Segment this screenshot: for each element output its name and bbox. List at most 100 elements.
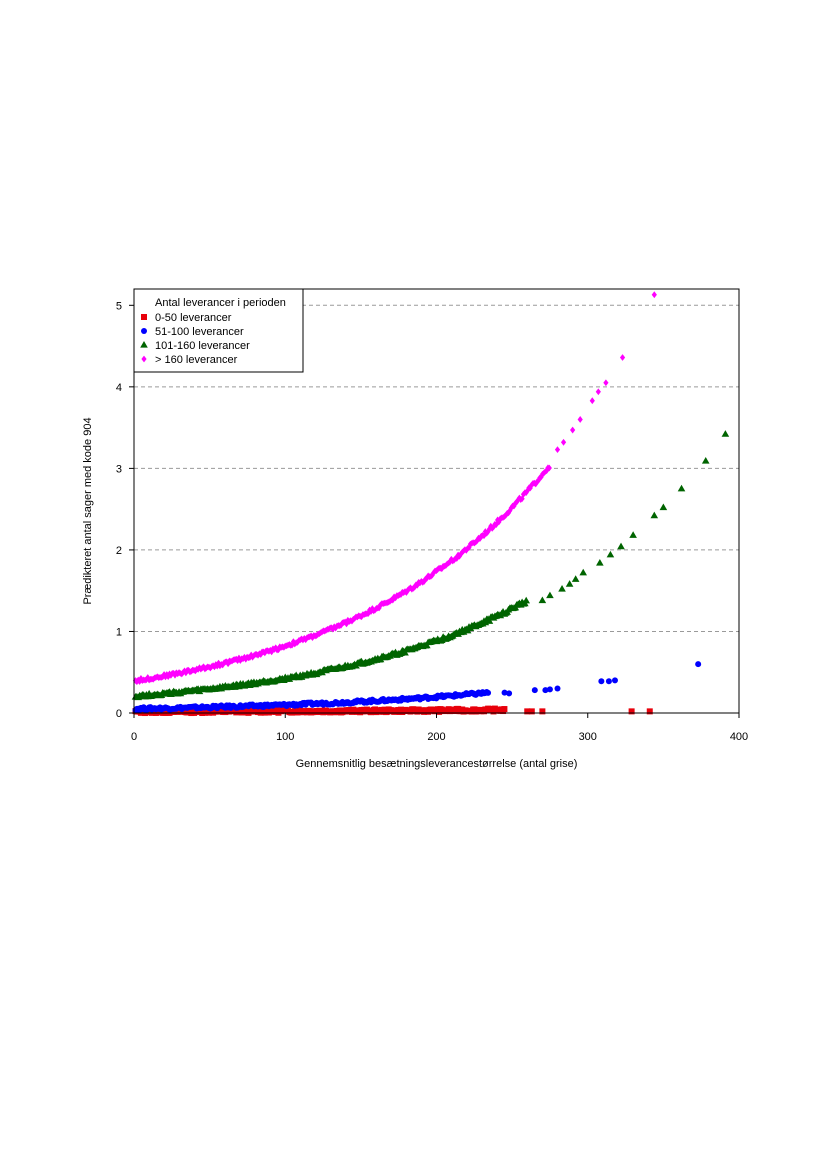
data-point (558, 585, 566, 592)
data-point (595, 388, 601, 396)
data-point (421, 578, 427, 585)
data-point (544, 467, 550, 475)
y-tick-label: 5 (116, 300, 122, 312)
legend-marker (140, 341, 148, 348)
x-tick-label: 100 (276, 731, 294, 743)
series-2 (132, 661, 702, 714)
data-point (577, 416, 583, 423)
data-point (262, 649, 268, 657)
data-point (342, 618, 348, 626)
legend-title: Antal leverancer i perioden (155, 297, 286, 309)
data-point (454, 555, 460, 562)
y-tick-label: 0 (116, 708, 122, 720)
data-point (677, 484, 686, 492)
y-tick-label: 2 (116, 545, 122, 557)
data-point (539, 708, 546, 715)
data-point (474, 537, 480, 544)
data-point (538, 596, 547, 604)
data-point (506, 690, 513, 697)
data-point (560, 438, 567, 446)
data-point (333, 624, 339, 632)
y-tick-label: 4 (116, 382, 122, 394)
data-point (546, 464, 552, 472)
data-point (508, 504, 514, 512)
x-axis: 0 100 200 300 400 (131, 713, 748, 743)
data-point (650, 511, 659, 519)
data-point (565, 580, 574, 587)
data-point (524, 708, 531, 715)
data-point (527, 484, 533, 492)
data-point (398, 591, 404, 598)
legend: Antal leverancer i perioden 0-50 leveran… (133, 288, 304, 373)
data-point (522, 596, 530, 604)
legend-item: 101-160 leverancer (140, 340, 250, 352)
x-tick-label: 200 (427, 731, 445, 743)
data-point (528, 708, 535, 715)
x-tick-label: 400 (730, 731, 748, 743)
legend-item: 0-50 leverancer (141, 312, 232, 324)
data-point (485, 689, 492, 696)
data-point (721, 430, 730, 437)
x-axis-label: Gennemsnitlig besætningsleverancestørrel… (296, 758, 578, 770)
data-point (308, 632, 314, 640)
series-4 (132, 291, 657, 686)
y-axis-label: Prædikteret antal sager med kode 904 (82, 417, 94, 604)
y-tick-label: 3 (116, 463, 122, 475)
data-point (309, 634, 316, 642)
legend-box (133, 288, 304, 373)
data-point (589, 397, 595, 405)
data-point (617, 542, 625, 550)
data-point (619, 354, 626, 361)
data-point (538, 473, 544, 481)
data-point (524, 487, 531, 494)
data-point (294, 638, 301, 646)
legend-marker (141, 355, 147, 363)
data-point (659, 503, 668, 511)
data-point (570, 426, 576, 434)
data-point (571, 575, 580, 582)
data-point (546, 591, 554, 599)
data-point (611, 677, 618, 684)
data-point (343, 620, 350, 628)
data-point (485, 617, 494, 624)
data-point (519, 495, 525, 503)
data-point (488, 522, 494, 530)
legend-item: > 160 leverancer (141, 354, 238, 366)
data-point (330, 625, 336, 633)
data-point (605, 678, 612, 685)
data-point (466, 544, 472, 552)
y-tick-label: 1 (116, 626, 122, 638)
data-point (523, 489, 529, 496)
data-point (554, 685, 561, 692)
data-point (651, 291, 657, 299)
data-point (596, 558, 604, 566)
data-point (514, 498, 520, 506)
x-tick-label: 0 (131, 731, 137, 743)
data-point (628, 708, 635, 715)
legend-label: 101-160 leverancer (155, 340, 250, 352)
data-point (456, 552, 463, 560)
data-point (629, 531, 637, 538)
data-point (546, 686, 553, 693)
data-point (603, 379, 609, 387)
data-point (515, 496, 521, 504)
data-point (554, 446, 561, 454)
data-point (533, 480, 539, 488)
data-point (531, 687, 538, 694)
data-point (598, 678, 605, 685)
data-point (579, 568, 588, 576)
y-axis: 0 1 2 3 4 5 (116, 300, 134, 720)
data-point (501, 689, 508, 696)
legend-label: 0-50 leverancer (155, 312, 232, 324)
legend-label: > 160 leverancer (155, 354, 238, 366)
data-point (542, 687, 549, 694)
legend-marker (141, 314, 147, 320)
data-point (503, 511, 509, 519)
legend-item: 51-100 leverancer (141, 326, 244, 338)
data-point (695, 661, 702, 668)
series-3 (131, 430, 730, 701)
data-point (501, 706, 508, 713)
data-point (646, 708, 653, 715)
legend-marker (141, 328, 147, 334)
